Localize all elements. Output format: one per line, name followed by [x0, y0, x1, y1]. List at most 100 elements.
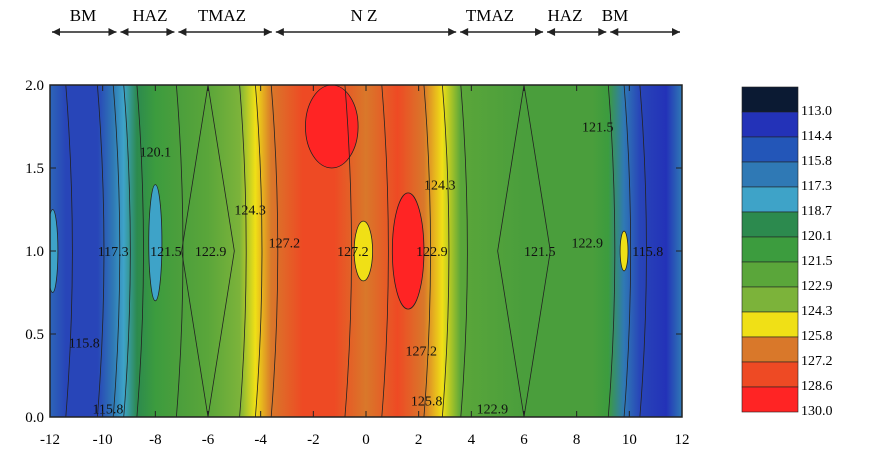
- zone-arrow-head: [108, 28, 117, 36]
- contour-region: [148, 184, 163, 302]
- zone-label: N Z: [351, 6, 378, 25]
- zone-arrow-head: [547, 28, 556, 36]
- legend-swatch: [741, 236, 799, 263]
- legend-label: 115.8: [801, 154, 832, 169]
- contour-label: 115.8: [69, 336, 100, 351]
- contour-region: [391, 192, 425, 310]
- contour-line: [181, 85, 235, 417]
- zone-arrow-head: [460, 28, 469, 36]
- zone-arrow-head: [672, 28, 680, 36]
- legend-label: 122.9: [801, 279, 833, 294]
- contour-label: 122.9: [477, 403, 509, 418]
- contour-label: 117.3: [98, 245, 129, 260]
- contour-label: 125.8: [411, 394, 443, 409]
- legend-swatch: [741, 386, 799, 413]
- contour-label: 120.1: [140, 145, 172, 160]
- contour-line: [344, 85, 352, 417]
- x-tick-label: -12: [40, 432, 60, 448]
- contour-line: [136, 85, 144, 417]
- contour-line: [460, 85, 468, 417]
- legend-label: 117.3: [801, 179, 832, 194]
- contour-line: [423, 85, 431, 417]
- x-tick-label: 4: [468, 432, 476, 448]
- zone-arrow-head: [166, 28, 175, 36]
- x-tick-label: -6: [202, 432, 215, 448]
- contour-label: 115.8: [632, 245, 663, 260]
- contour-label: 124.3: [424, 179, 456, 194]
- contour-label: 122.9: [416, 245, 448, 260]
- x-tick-label: 6: [520, 432, 528, 448]
- legend-label: 130.0: [801, 404, 833, 419]
- contour-line: [239, 85, 247, 417]
- y-tick-label: 1.0: [25, 244, 44, 260]
- contour-label: 127.2: [406, 345, 438, 360]
- x-tick-label: 0: [362, 432, 370, 448]
- contour-lines: [65, 85, 647, 417]
- x-tick-label: 8: [573, 432, 581, 448]
- zone-arrow-head: [598, 28, 607, 36]
- legend-label: 128.6: [801, 379, 833, 394]
- legend-swatch: [741, 336, 799, 363]
- legend-label: 127.2: [801, 354, 833, 369]
- legend-label: 120.1: [801, 229, 833, 244]
- contour-line: [623, 85, 632, 417]
- contour-line: [97, 85, 105, 417]
- zone-label: BM: [602, 6, 628, 25]
- contour-label: 127.2: [337, 245, 369, 260]
- contour-region: [619, 230, 629, 272]
- contour-region: [305, 85, 359, 169]
- legend-label: 118.7: [801, 204, 832, 219]
- legend-label: 125.8: [801, 329, 833, 344]
- contour-line: [639, 85, 647, 417]
- contour-line: [123, 85, 131, 417]
- legend-label: 113.0: [801, 104, 832, 119]
- legend-swatch: [741, 261, 799, 288]
- x-tick-label: 10: [622, 432, 637, 448]
- legend-label: 121.5: [801, 254, 833, 269]
- x-tick-label: 12: [675, 432, 690, 448]
- zone-arrow-head: [275, 28, 284, 36]
- zone-arrow-head: [448, 28, 457, 36]
- zone-arrow-head: [263, 28, 272, 36]
- plot-area: 120.1 117.3 121.5 122.9 124.3 127.2 127.2 122.9…: [49, 84, 683, 418]
- legend-label: 124.3: [801, 304, 833, 319]
- zone-label: TMAZ: [198, 6, 246, 25]
- y-tick-label: 0.5: [25, 327, 44, 343]
- legend-swatch: [741, 86, 799, 113]
- zone-arrow-head: [52, 28, 60, 36]
- contour-line: [270, 85, 279, 417]
- legend-swatch: [741, 111, 799, 138]
- contour-line: [381, 85, 389, 417]
- contour-line: [176, 85, 184, 417]
- x-tick-label: 2: [415, 432, 423, 448]
- x-tick-label: -4: [254, 432, 267, 448]
- contour-label: 127.2: [269, 237, 301, 252]
- contour-line: [255, 85, 263, 417]
- legend-swatch: [741, 286, 799, 313]
- contour-label: 121.5: [582, 121, 614, 136]
- contour-line: [65, 85, 73, 417]
- color-legend: 113.0 114.4 115.8 117.3 118.7 120.1 121.5 122.9…: [741, 86, 833, 419]
- contour-line: [441, 85, 450, 417]
- x-tick-label: -8: [149, 432, 162, 448]
- legend-swatch: [741, 311, 799, 338]
- contour-label: 124.3: [234, 204, 266, 219]
- contour-line: [112, 85, 121, 417]
- zone-arrow-head: [178, 28, 187, 36]
- x-tick-label: -2: [307, 432, 320, 448]
- x-axis: -12 -10 -8 -6 -4 -2 0 2 4 6 8 10 12: [40, 85, 690, 448]
- contour-labels: 120.1 117.3 121.5 122.9 124.3 127.2 127.2 122.9…: [69, 121, 664, 418]
- contour-label: 121.5: [150, 245, 182, 260]
- zone-label: HAZ: [133, 6, 168, 25]
- zone-label: HAZ: [548, 6, 583, 25]
- contour-label: 122.9: [571, 237, 603, 252]
- legend-swatch: [741, 211, 799, 238]
- legend-swatch: [741, 161, 799, 188]
- contour-label: 121.5: [524, 245, 556, 260]
- zone-arrow-head: [120, 28, 129, 36]
- contour-region: [353, 220, 373, 282]
- x-tick-label: -10: [93, 432, 113, 448]
- y-axis: 0.0 0.5 1.0 1.5 2.0: [25, 78, 682, 426]
- legend-swatch: [741, 136, 799, 163]
